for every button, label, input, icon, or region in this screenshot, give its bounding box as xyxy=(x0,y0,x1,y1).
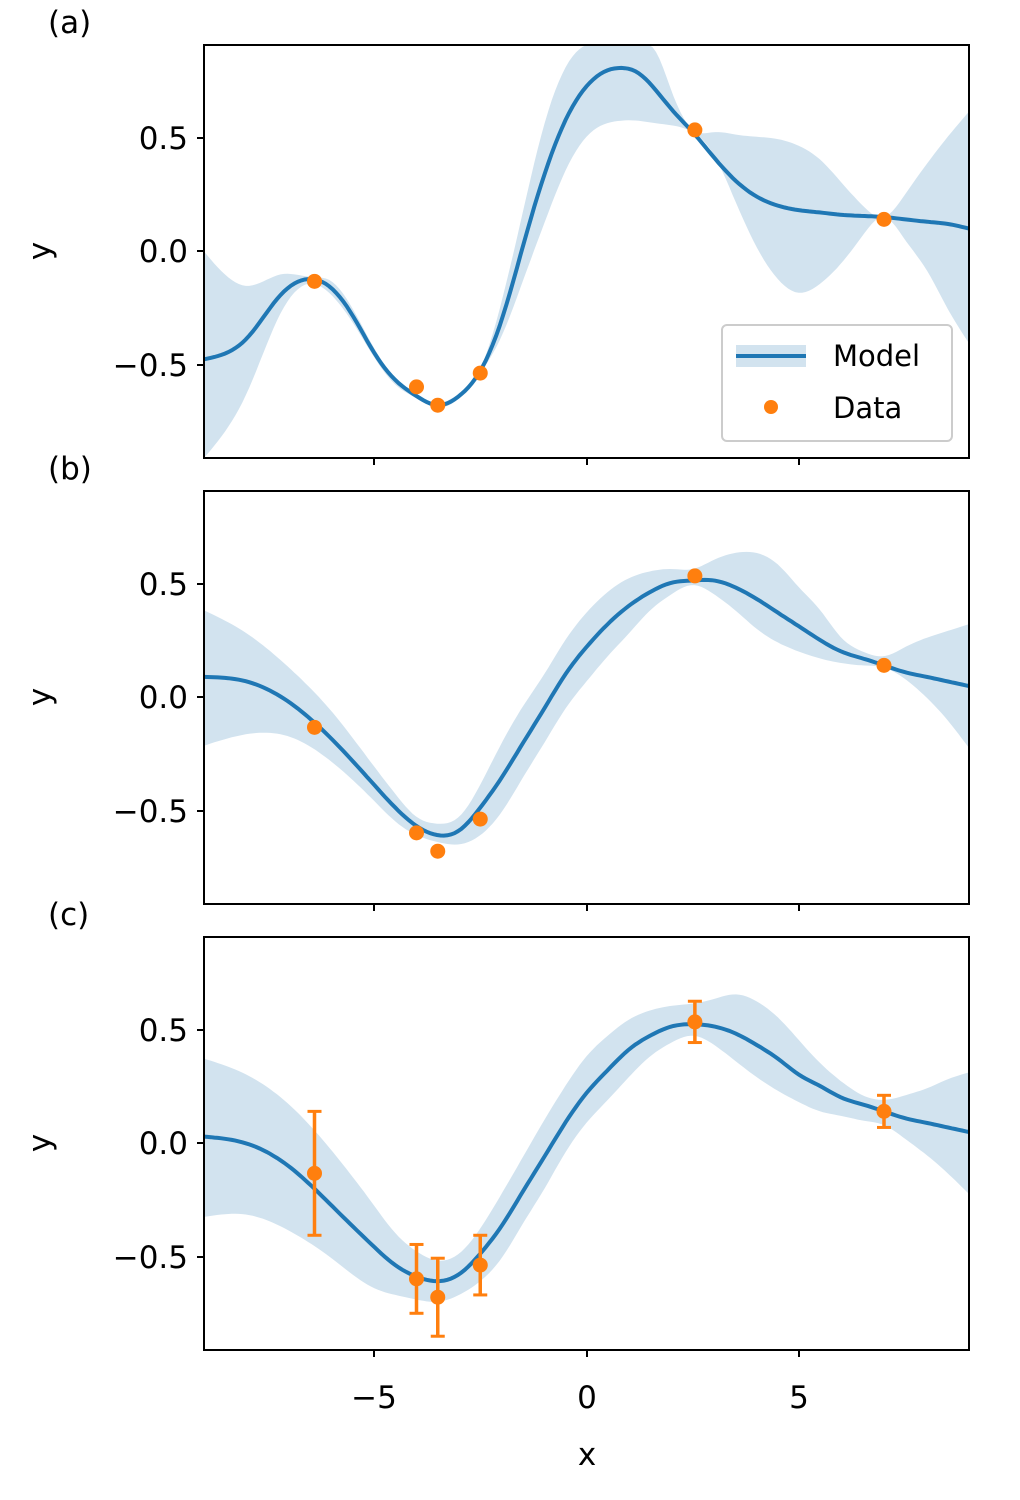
x-axis-label: x xyxy=(578,1437,596,1473)
data-point xyxy=(876,657,892,673)
data-point xyxy=(307,273,322,289)
y-tick-label: −0.5 xyxy=(113,348,188,384)
plot-area-c xyxy=(204,994,969,1338)
y-axis-label-c: y xyxy=(22,1134,58,1152)
y-tick-label: 0.0 xyxy=(139,680,188,716)
confidence-band xyxy=(204,994,969,1302)
panel-label-b: (b) xyxy=(48,451,92,487)
y-axis-label-a: y xyxy=(22,242,58,260)
data-point xyxy=(687,568,703,584)
panel-label-c: (c) xyxy=(48,897,89,933)
x-ticks-c: −5 0 5 xyxy=(351,1350,809,1416)
data-point xyxy=(472,365,488,381)
panel-c: (c) 0.5 0.0 −0.5 −5 0 5 y x xyxy=(22,897,970,1473)
confidence-band xyxy=(204,551,969,845)
plot-area-b xyxy=(204,551,969,859)
panel-label-a: (a) xyxy=(48,5,91,41)
model-line xyxy=(204,1022,969,1284)
y-tick-label: 0.0 xyxy=(139,234,188,270)
legend-model-label: Model xyxy=(833,339,920,373)
data-point xyxy=(430,397,446,413)
data-point xyxy=(409,825,424,841)
clipped-series xyxy=(204,994,969,1302)
data-point xyxy=(307,719,322,735)
plot-area-a xyxy=(204,45,969,458)
clipped-series xyxy=(204,551,969,845)
data-point xyxy=(409,379,424,395)
data-point xyxy=(876,1103,892,1119)
panel-b: (b) 0.5 0.0 −0.5 y xyxy=(22,451,970,911)
data-point xyxy=(409,1271,424,1287)
model-line xyxy=(204,65,969,408)
clipped-series xyxy=(204,45,969,458)
legend: Model Data xyxy=(721,324,953,442)
x-tick-label: 5 xyxy=(789,1380,809,1416)
panel-a: (a) 0.5 0.0 −0.5 y Model Data xyxy=(22,5,970,465)
data-point xyxy=(307,1165,322,1181)
x-ticks-b xyxy=(373,904,800,911)
x-tick-label: 0 xyxy=(577,1380,597,1416)
x-tick-label: −5 xyxy=(351,1380,397,1416)
x-ticks-a xyxy=(373,458,800,465)
y-tick-label: 0.5 xyxy=(139,1013,188,1049)
confidence-band xyxy=(204,45,969,458)
y-tick-label: 0.5 xyxy=(139,567,188,603)
legend-data-label: Data xyxy=(833,391,902,425)
data-point xyxy=(430,1289,446,1305)
y-tick-label: −0.5 xyxy=(113,794,188,830)
model-line xyxy=(204,577,969,838)
y-ticks-c: 0.5 0.0 −0.5 xyxy=(113,1013,204,1276)
y-ticks-b: 0.5 0.0 −0.5 xyxy=(113,567,204,830)
y-tick-label: 0.5 xyxy=(139,121,188,157)
data-point xyxy=(687,1014,703,1030)
legend-data-marker xyxy=(764,400,778,414)
y-tick-label: −0.5 xyxy=(113,1240,188,1276)
y-axis-label-b: y xyxy=(22,688,58,706)
data-point xyxy=(687,122,703,138)
y-ticks-a: 0.5 0.0 −0.5 xyxy=(113,121,204,384)
data-point xyxy=(430,843,446,859)
data-point xyxy=(472,811,488,827)
data-point xyxy=(876,211,892,227)
data-point xyxy=(472,1257,488,1273)
y-tick-label: 0.0 xyxy=(139,1126,188,1162)
